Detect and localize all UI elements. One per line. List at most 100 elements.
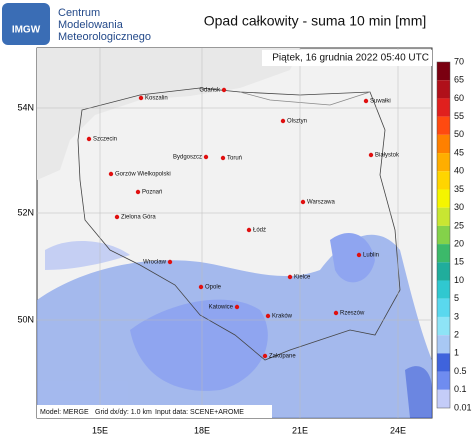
footer-text: Input data: SCENE+AROME [155, 409, 244, 416]
legend-swatch [437, 153, 450, 172]
legend-label: 5 [454, 293, 459, 303]
legend-label: 20 [454, 238, 464, 248]
city-dot [287, 274, 293, 280]
lon-label: 24E [390, 425, 406, 435]
city-label: Łódź [253, 228, 266, 234]
city-label: Katowice [209, 305, 234, 311]
legend-label: 0.1 [454, 384, 467, 394]
city-dot [86, 136, 92, 142]
legend-label: 65 [454, 75, 464, 85]
city-dot [300, 199, 306, 205]
legend-label: 35 [454, 184, 464, 194]
city-dot [138, 95, 144, 101]
legend-swatch [437, 207, 450, 226]
legend-swatch [437, 171, 450, 190]
city-label: Lublin [363, 253, 379, 259]
city-dot [280, 118, 286, 124]
city-dot [203, 154, 209, 160]
city-label: Zakopane [269, 354, 296, 360]
map: Piątek, 16 grudnia 2022 05:40 UTC [36, 47, 433, 419]
city-dot [198, 284, 204, 290]
legend-label: 60 [454, 93, 464, 103]
legend-swatch [437, 189, 450, 208]
legend-label: 70 [454, 56, 464, 66]
legend-label: 15 [454, 257, 464, 267]
title: Opad całkowity - suma 10 min [mm] [204, 13, 427, 29]
city-dot [108, 171, 114, 177]
legend-label: 2 [454, 330, 459, 340]
city-dot [246, 227, 252, 233]
sea [37, 48, 300, 180]
legend-swatch [437, 80, 450, 99]
city-label: Kraków [272, 314, 293, 320]
city-dot [114, 214, 120, 220]
lon-label: 15E [92, 425, 108, 435]
legend-label: 3 [454, 311, 459, 321]
legend-swatch [437, 225, 450, 245]
city-label: Białystok [375, 153, 400, 159]
org-line: Modelowania [58, 19, 124, 31]
lat-label: 52N [17, 207, 34, 217]
footer-text: Grid dx/dy: 1.0 km [95, 409, 152, 416]
graticule [37, 48, 432, 418]
city-dot [356, 252, 362, 258]
dynamic: 54N 52N 50N 15E 18E 21E 24E Koszalin Gdańsk Suwał… [17, 56, 471, 435]
city-dot [265, 313, 271, 319]
legend-label: 0.01 [454, 402, 472, 412]
city-dot [221, 87, 227, 93]
city-label: Rzeszów [340, 311, 365, 317]
legend-label: 10 [454, 275, 464, 285]
legend-swatch [437, 371, 450, 390]
city-dot [363, 98, 369, 104]
legend-swatch [437, 244, 450, 263]
legend-label: 55 [454, 111, 464, 121]
legend-label: 1 [454, 348, 459, 358]
city-label: Olsztyn [287, 119, 307, 125]
timestamp-box [262, 50, 432, 66]
logo-text: IMGW [12, 25, 41, 36]
org-line: Meteorologicznego [58, 31, 151, 43]
city-dot [333, 310, 339, 316]
legend-label: 50 [454, 129, 464, 139]
legend-swatch [437, 389, 450, 408]
org-line: Centrum [58, 7, 100, 19]
city-label: Zielona Góra [121, 215, 156, 221]
legend-swatch [437, 116, 450, 135]
city-label: Opole [205, 285, 222, 291]
legend-swatch [437, 262, 450, 281]
city-label: Gorzów Wielkopolski [115, 172, 171, 178]
city-label: Gdańsk [199, 88, 221, 94]
city-label: Wrocław [143, 260, 167, 266]
legend-swatch [437, 316, 450, 336]
city-label: Koszalin [145, 96, 168, 102]
legend-swatch [437, 134, 450, 154]
city-dot [167, 259, 173, 265]
city-label: Poznań [142, 190, 162, 196]
footer-box [37, 405, 272, 418]
legend-swatch [437, 280, 450, 299]
city-dot [135, 189, 141, 195]
city-label: Suwałki [370, 99, 391, 105]
lat-label: 50N [17, 314, 34, 324]
city-label: Szczecin [93, 137, 117, 143]
footer-text: Model: MERGE [40, 409, 89, 416]
legend-swatch [437, 335, 450, 354]
precipitation [37, 232, 432, 418]
city-label: Kielce [294, 275, 311, 281]
legend-label: 40 [454, 166, 464, 176]
city-dot [234, 304, 240, 310]
legend-label: 30 [454, 202, 464, 212]
lon-label: 21E [292, 425, 308, 435]
city-dot [262, 353, 268, 359]
legend-swatch [437, 353, 450, 372]
city-label: Toruń [227, 156, 242, 162]
legend-label: 25 [454, 220, 464, 230]
logo-box [2, 3, 50, 45]
legend-label: 0.5 [454, 366, 467, 376]
lat-label: 54N [17, 102, 34, 112]
legend-swatch [437, 62, 450, 81]
city-label: Warszawa [307, 200, 335, 206]
legend-swatch [437, 298, 450, 317]
city-label: Bydgoszcz [173, 155, 202, 161]
